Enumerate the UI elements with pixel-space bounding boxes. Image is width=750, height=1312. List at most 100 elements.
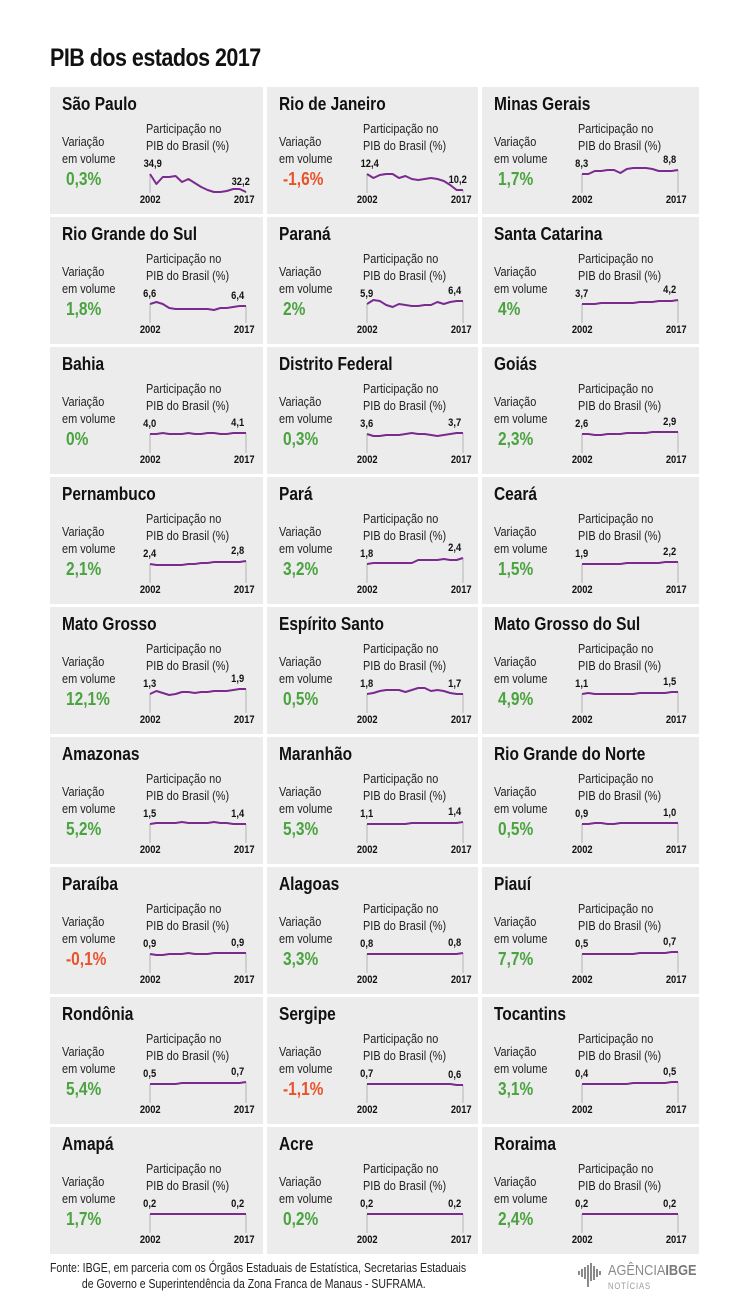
variation-value: 3,1% xyxy=(498,1079,534,1099)
participation-label-line1: Participação no xyxy=(578,901,654,916)
variation-label-line1: Variação xyxy=(62,134,105,149)
start-value: 0,5 xyxy=(575,938,589,950)
year-end: 2017 xyxy=(665,974,687,986)
sparkline-chart xyxy=(149,1081,247,1103)
state-name: Alagoas xyxy=(279,874,340,894)
variation-label-line1: Variação xyxy=(62,784,105,799)
sparkline-chart xyxy=(581,299,679,323)
year-start: 2002 xyxy=(139,194,161,206)
start-value: 0,9 xyxy=(575,808,589,820)
participation-label-line1: Participação no xyxy=(363,121,439,136)
year-start: 2002 xyxy=(139,714,161,726)
sparkline-chart xyxy=(581,1081,679,1103)
participation-label-line1: Participação no xyxy=(578,771,654,786)
variation-label: Variação em volume xyxy=(62,393,115,427)
variation-label-line2: em volume xyxy=(62,151,116,166)
state-name: Sergipe xyxy=(279,1004,336,1024)
year-start: 2002 xyxy=(571,1234,593,1246)
year-end: 2017 xyxy=(665,324,687,336)
participation-label-line1: Participação no xyxy=(578,511,654,526)
state-panel: Rio de Janeiro Variação em volume -1,6% … xyxy=(267,87,478,214)
year-end: 2017 xyxy=(665,844,687,856)
variation-label: Variação em volume xyxy=(279,393,332,427)
state-name: Amazonas xyxy=(62,744,140,764)
agencia-ibge-logo: AGÊNCIAIBGE NOTÍCIAS xyxy=(578,1263,712,1294)
participation-label-line2: PIB do Brasil (%) xyxy=(578,528,662,543)
year-end: 2017 xyxy=(233,454,255,466)
state-name: Minas Gerais xyxy=(494,94,591,114)
start-value: 6,6 xyxy=(143,288,157,300)
variation-label-line1: Variação xyxy=(494,394,537,409)
state-name: Rio de Janeiro xyxy=(279,94,386,114)
participation-label-line1: Participação no xyxy=(578,1161,654,1176)
variation-label-line2: em volume xyxy=(494,151,548,166)
year-start: 2002 xyxy=(356,1104,378,1116)
variation-label-line2: em volume xyxy=(279,1061,333,1076)
variation-label-line2: em volume xyxy=(62,801,116,816)
state-name: São Paulo xyxy=(62,94,137,114)
state-name: Distrito Federal xyxy=(279,354,393,374)
participation-label-line2: PIB do Brasil (%) xyxy=(146,138,230,153)
year-end: 2017 xyxy=(665,1104,687,1116)
variation-value: 3,3% xyxy=(283,949,319,969)
variation-label-line1: Variação xyxy=(494,524,537,539)
sparkline-chart xyxy=(366,432,464,453)
variation-label-line2: em volume xyxy=(494,411,548,426)
year-start: 2002 xyxy=(139,454,161,466)
start-value: 1,1 xyxy=(360,808,374,820)
year-start: 2002 xyxy=(571,974,593,986)
year-start: 2002 xyxy=(356,714,378,726)
variation-label: Variação em volume xyxy=(62,263,115,297)
sparkline-chart xyxy=(149,432,247,453)
participation-label-line2: PIB do Brasil (%) xyxy=(578,1048,662,1063)
participation-label-line1: Participação no xyxy=(363,1161,439,1176)
state-panel: Acre Variação em volume 0,2% Participaçã… xyxy=(267,1127,478,1254)
variation-label-line2: em volume xyxy=(62,281,116,296)
logo-bold: IBGE xyxy=(665,1262,697,1279)
sparkline-chart xyxy=(366,821,464,843)
participation-label-line2: PIB do Brasil (%) xyxy=(146,398,230,413)
participation-label-line1: Participação no xyxy=(578,381,654,396)
participation-label-line1: Participação no xyxy=(146,121,222,136)
state-panel: Mato Grosso do Sul Variação em volume 4,… xyxy=(482,607,699,734)
variation-label: Variação em volume xyxy=(494,1173,547,1207)
variation-value: 5,2% xyxy=(66,819,102,839)
year-start: 2002 xyxy=(356,844,378,856)
sparkline-chart xyxy=(149,688,247,713)
start-value: 0,2 xyxy=(360,1198,374,1210)
state-name: Pará xyxy=(279,484,313,504)
end-value: 1,0 xyxy=(663,807,677,819)
year-end: 2017 xyxy=(450,1104,472,1116)
participation-label: Participação no PIB do Brasil (%) xyxy=(146,250,229,284)
variation-label: Variação em volume xyxy=(62,1173,115,1207)
state-panel: Roraima Variação em volume 2,4% Particip… xyxy=(482,1127,699,1254)
participation-label: Participação no PIB do Brasil (%) xyxy=(146,120,229,154)
variation-value: 2,4% xyxy=(498,1209,534,1229)
participation-label-line1: Participação no xyxy=(146,1161,222,1176)
state-panel: Rio Grande do Norte Variação em volume 0… xyxy=(482,737,699,864)
start-value: 1,5 xyxy=(143,808,157,820)
year-end: 2017 xyxy=(665,1234,687,1246)
variation-value: 1,7% xyxy=(498,169,534,189)
sparkline-chart xyxy=(366,173,464,193)
participation-label-line1: Participação no xyxy=(146,901,222,916)
sparkline-chart xyxy=(366,952,464,973)
participation-label-line2: PIB do Brasil (%) xyxy=(363,1178,447,1193)
year-end: 2017 xyxy=(450,454,472,466)
participation-label: Participação no PIB do Brasil (%) xyxy=(578,250,661,284)
end-value: 0,5 xyxy=(663,1066,677,1078)
variation-label-line2: em volume xyxy=(279,541,333,556)
variation-label-line1: Variação xyxy=(279,784,322,799)
year-start: 2002 xyxy=(356,584,378,596)
end-value: 6,4 xyxy=(448,285,462,297)
end-value: 0,7 xyxy=(231,1066,245,1078)
end-value: 8,8 xyxy=(663,154,677,166)
variation-label-line1: Variação xyxy=(279,524,322,539)
participation-label-line2: PIB do Brasil (%) xyxy=(146,268,230,283)
variation-label: Variação em volume xyxy=(62,783,115,817)
year-end: 2017 xyxy=(665,714,687,726)
participation-label-line1: Participação no xyxy=(363,381,439,396)
variation-value: 4% xyxy=(498,299,521,319)
state-name: Pernambuco xyxy=(62,484,156,504)
variation-label: Variação em volume xyxy=(494,133,547,167)
